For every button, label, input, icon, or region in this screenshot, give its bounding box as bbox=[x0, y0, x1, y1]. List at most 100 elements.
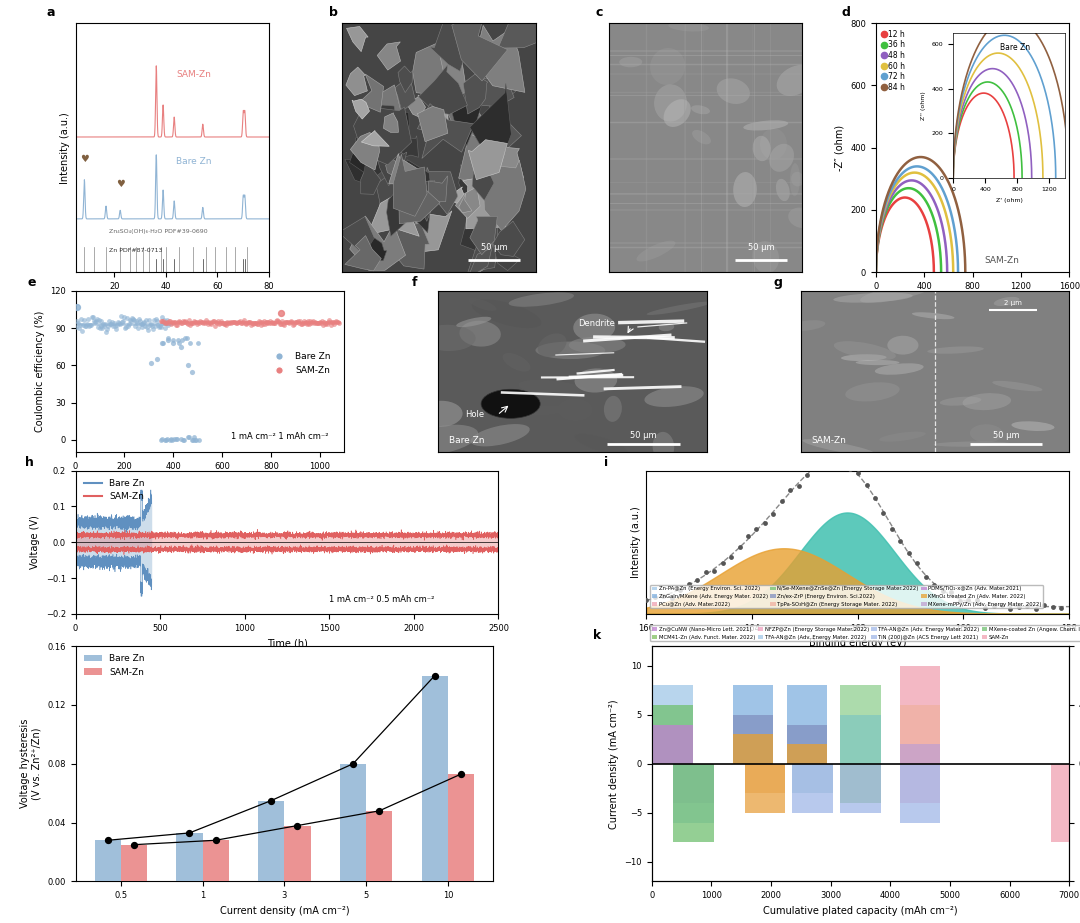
Point bbox=[875, 506, 892, 521]
Ellipse shape bbox=[420, 325, 475, 351]
Text: Zn₄SO₄(OH)₆·H₂O PDF#39-0690: Zn₄SO₄(OH)₆·H₂O PDF#39-0690 bbox=[109, 229, 207, 234]
Point bbox=[68, 313, 85, 328]
Point bbox=[167, 318, 185, 332]
Bar bbox=[900, 764, 941, 803]
Point bbox=[195, 315, 213, 330]
Text: Bare Zn: Bare Zn bbox=[176, 158, 212, 166]
Point bbox=[295, 314, 312, 329]
Point bbox=[153, 431, 171, 446]
Point bbox=[926, 578, 943, 593]
Point bbox=[214, 316, 231, 330]
Polygon shape bbox=[462, 174, 505, 229]
Polygon shape bbox=[468, 241, 494, 279]
Point bbox=[985, 599, 1002, 614]
Point bbox=[251, 314, 268, 329]
Point bbox=[315, 315, 333, 330]
Point bbox=[219, 315, 237, 330]
Polygon shape bbox=[463, 74, 488, 114]
Point bbox=[225, 315, 242, 330]
Point bbox=[180, 313, 198, 328]
X-axis label: Cycle number: Cycle number bbox=[176, 476, 244, 486]
Point bbox=[756, 516, 773, 531]
Bar bbox=[840, 714, 880, 764]
Point bbox=[166, 314, 184, 329]
Point bbox=[78, 317, 95, 331]
Point bbox=[207, 833, 225, 847]
Point bbox=[133, 317, 150, 331]
Point bbox=[192, 315, 210, 330]
Polygon shape bbox=[414, 180, 436, 222]
Point bbox=[181, 318, 199, 332]
Point bbox=[285, 317, 302, 331]
X-axis label: 2Theta (degree): 2Theta (degree) bbox=[133, 296, 212, 306]
Ellipse shape bbox=[834, 293, 913, 303]
Point bbox=[112, 309, 130, 324]
Point bbox=[190, 433, 207, 448]
Polygon shape bbox=[362, 130, 389, 146]
Point bbox=[1002, 601, 1020, 616]
Polygon shape bbox=[451, 9, 508, 81]
Ellipse shape bbox=[654, 84, 687, 122]
Polygon shape bbox=[482, 73, 514, 106]
Point bbox=[85, 313, 103, 328]
Point bbox=[299, 314, 316, 329]
Ellipse shape bbox=[471, 424, 530, 447]
Polygon shape bbox=[472, 151, 494, 200]
X-axis label: Current density (mA cm⁻²): Current density (mA cm⁻²) bbox=[219, 905, 349, 916]
Polygon shape bbox=[426, 104, 449, 139]
Point bbox=[239, 316, 256, 330]
Point bbox=[158, 433, 175, 448]
Text: SAM-Zn: SAM-Zn bbox=[176, 70, 211, 78]
Ellipse shape bbox=[659, 323, 674, 331]
Point bbox=[176, 315, 193, 330]
Point bbox=[162, 431, 179, 446]
Point bbox=[212, 314, 229, 329]
Point bbox=[96, 319, 113, 334]
Point bbox=[278, 314, 295, 329]
Point bbox=[453, 767, 470, 782]
Point bbox=[288, 818, 306, 833]
Point bbox=[114, 313, 132, 328]
Bar bbox=[652, 685, 693, 764]
Bar bbox=[673, 764, 714, 803]
Bar bbox=[673, 764, 714, 843]
Bar bbox=[1051, 764, 1076, 843]
Point bbox=[171, 336, 188, 351]
Point bbox=[87, 312, 105, 327]
Polygon shape bbox=[463, 113, 495, 138]
Point bbox=[291, 316, 308, 330]
Point bbox=[180, 430, 198, 445]
Point bbox=[866, 490, 883, 505]
Point bbox=[226, 315, 243, 330]
Point bbox=[187, 314, 204, 329]
Point bbox=[157, 433, 174, 448]
Point bbox=[220, 316, 238, 330]
Point bbox=[259, 315, 276, 330]
Point bbox=[157, 320, 174, 335]
Point bbox=[798, 468, 815, 483]
Point bbox=[261, 314, 279, 329]
Point bbox=[270, 313, 287, 328]
Point bbox=[186, 313, 203, 328]
Point bbox=[145, 321, 162, 336]
Point bbox=[116, 309, 133, 324]
Polygon shape bbox=[469, 139, 508, 180]
Point bbox=[178, 315, 195, 330]
Ellipse shape bbox=[472, 299, 541, 328]
Point bbox=[204, 314, 221, 329]
Point bbox=[184, 316, 201, 330]
Point bbox=[119, 318, 136, 333]
Point bbox=[326, 315, 343, 330]
Point bbox=[323, 315, 340, 330]
Point bbox=[330, 316, 348, 330]
Point bbox=[131, 314, 148, 329]
Point bbox=[262, 316, 280, 330]
Point bbox=[179, 430, 197, 445]
Text: Bare Zn: Bare Zn bbox=[449, 436, 484, 445]
Point bbox=[168, 315, 186, 330]
Point bbox=[99, 833, 117, 847]
Bar bbox=[793, 764, 833, 793]
X-axis label: Z' (ohm): Z' (ohm) bbox=[951, 296, 994, 306]
X-axis label: Binding energy (eV): Binding energy (eV) bbox=[809, 638, 906, 648]
Bar bbox=[673, 764, 714, 822]
